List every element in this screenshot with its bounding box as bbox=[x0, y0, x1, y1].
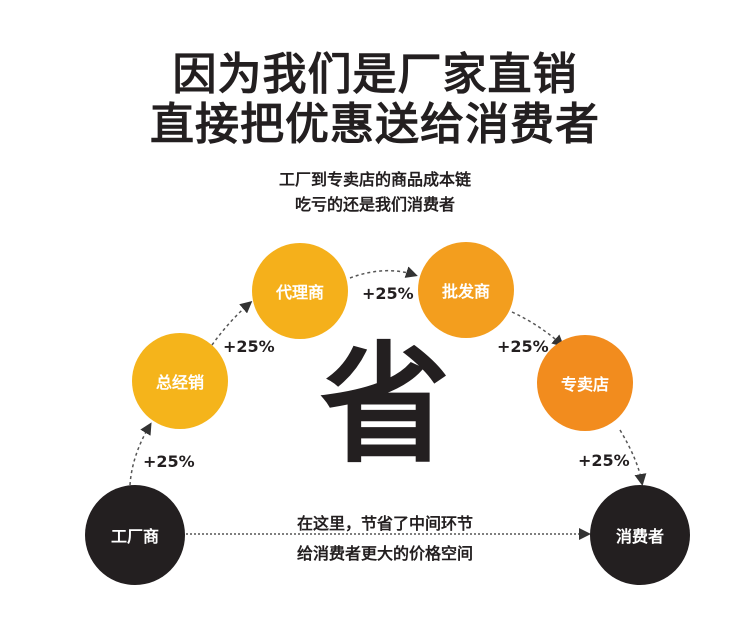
node-consumer: 消费者 bbox=[590, 485, 690, 585]
node-label: 消费者 bbox=[615, 527, 664, 546]
arrow-factory-to-distributor bbox=[129, 422, 152, 486]
subtitle-line-1: 工厂到专卖店的商品成本链 bbox=[278, 170, 471, 189]
node-store: 专卖店 bbox=[537, 335, 633, 431]
subtitle-line-2: 吃亏的还是我们消费者 bbox=[294, 195, 455, 214]
title-line-1: 因为我们是厂家直销 bbox=[172, 49, 578, 100]
markup-label: +25% bbox=[223, 337, 275, 356]
node-label: 总经销 bbox=[155, 373, 204, 392]
markup-label: +25% bbox=[578, 451, 630, 470]
node-label: 批发商 bbox=[441, 282, 490, 301]
node-agent: 代理商 bbox=[252, 243, 348, 339]
markup-label: +25% bbox=[497, 337, 549, 356]
arrow-agent-to-wholesaler bbox=[349, 266, 418, 279]
title-line-2: 直接把优惠送给消费者 bbox=[150, 99, 600, 150]
node-label: 代理商 bbox=[275, 283, 324, 302]
node-label: 工厂商 bbox=[110, 527, 159, 546]
node-factory: 工厂商 bbox=[85, 485, 185, 585]
save-character: 省 bbox=[319, 329, 450, 481]
node-label: 专卖店 bbox=[560, 375, 609, 394]
node-wholesaler: 批发商 bbox=[418, 242, 514, 338]
markup-label: +25% bbox=[143, 452, 195, 471]
note-line-1: 在这里，节省了中间环节 bbox=[296, 514, 473, 533]
markup-label: +25% bbox=[362, 284, 414, 303]
node-general-distributor: 总经销 bbox=[132, 333, 228, 429]
arrow-store-to-consumer bbox=[619, 429, 647, 486]
note-line-2: 给消费者更大的价格空间 bbox=[296, 544, 473, 563]
